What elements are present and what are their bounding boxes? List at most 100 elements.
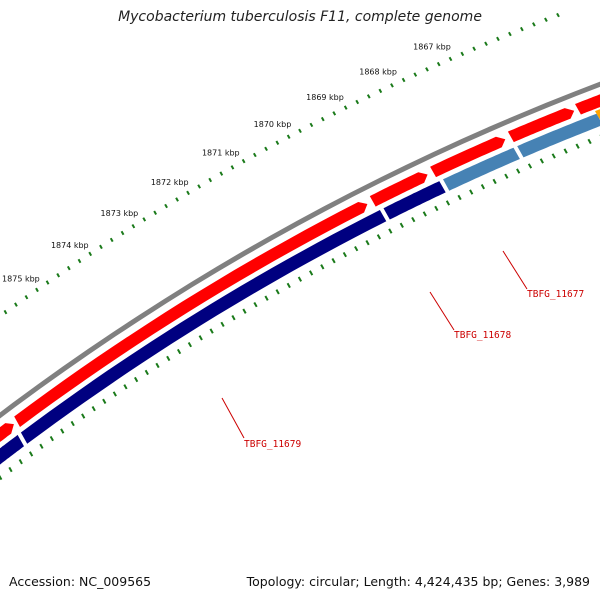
inner-tick <box>492 178 497 185</box>
gene-tracks <box>0 81 600 465</box>
inner-tick <box>29 451 34 457</box>
ruler-tick <box>264 146 268 152</box>
ruler-tick <box>436 61 441 67</box>
inner-tick <box>102 398 107 404</box>
ruler-tick <box>556 12 560 18</box>
kbp-label: 1869 kbp <box>306 93 344 102</box>
ruler-tick <box>66 265 71 271</box>
kbp-label: 1871 kbp <box>202 149 240 158</box>
ruler-tick <box>448 56 453 62</box>
ruler-tick <box>14 302 18 307</box>
ruler-tick <box>3 309 8 315</box>
ruler-tick <box>401 77 406 83</box>
reverse-gene <box>443 147 520 191</box>
inner-tick <box>112 391 117 397</box>
ruler-tick <box>230 165 235 170</box>
ruler-tick <box>208 177 213 183</box>
inner-tick <box>176 348 182 355</box>
map-title: Mycobacterium tuberculosis F11, complete… <box>118 9 482 25</box>
inner-tick <box>411 216 416 223</box>
ruler-tick <box>56 273 61 278</box>
genome-summary-text: Topology: circular; Length: 4,424,435 bp… <box>246 574 590 589</box>
ruler-tick <box>99 244 103 250</box>
inner-tick <box>399 222 404 228</box>
ruler-tick <box>109 237 114 243</box>
inner-tick <box>220 321 225 328</box>
inner-tick <box>81 413 86 419</box>
inner-tick <box>516 168 521 174</box>
kbp-label: 1872 kbp <box>151 178 189 187</box>
accession-text: Accession: NC_009565 <box>9 574 152 589</box>
forward-gene <box>369 172 428 207</box>
ruler-tick <box>88 251 93 257</box>
ruler-tick <box>320 116 325 122</box>
inner-tick <box>342 251 347 258</box>
ruler-tick <box>153 210 158 215</box>
inner-tick <box>253 301 258 308</box>
ruler-tick <box>343 105 348 110</box>
ruler-tick <box>45 280 50 285</box>
inner-tick <box>134 376 139 383</box>
ruler-ticks <box>3 12 560 315</box>
inner-tick <box>155 362 160 369</box>
ruler-tick <box>496 36 500 42</box>
ruler-tick <box>309 122 314 128</box>
inner-tick <box>8 466 13 473</box>
ruler-tick <box>378 88 383 94</box>
inner-tick <box>320 264 325 270</box>
ruler-tick <box>252 152 257 158</box>
gene-label: TBFG_11679 <box>244 439 301 450</box>
reverse-gene <box>0 434 24 465</box>
ruler-labels: 1867 kbp 1868 kbp 1869 kbp 1870 kbp 1871 kbp… <box>2 43 451 284</box>
ruler-tick <box>286 134 291 139</box>
inner-tick <box>504 173 509 179</box>
kbp-label: 1868 kbp <box>359 67 397 76</box>
ruler-tick <box>197 184 201 189</box>
inner-tick <box>242 308 247 314</box>
inner-tick <box>0 474 3 481</box>
gene-label: TBFG_11678 <box>454 330 511 341</box>
ruler-tick <box>275 140 280 145</box>
kbp-label: 1867 kbp <box>413 43 451 52</box>
inner-tick <box>297 276 303 282</box>
inner-tick <box>39 443 44 449</box>
gene-leader-line <box>429 291 455 331</box>
ruler-tick <box>120 230 125 236</box>
ruler-tick <box>390 83 394 88</box>
ruler-tick <box>544 17 548 22</box>
ruler-tick <box>219 171 224 176</box>
inner-tick <box>527 163 533 169</box>
ruler-tick <box>366 94 371 99</box>
inner-tick <box>434 205 439 212</box>
inner-tick <box>123 384 128 390</box>
inner-tick <box>187 341 192 348</box>
inner-tick <box>18 459 23 465</box>
ruler-tick <box>298 128 302 134</box>
inner-tick <box>275 289 280 295</box>
inner-tick <box>70 420 75 427</box>
inner-tick <box>469 189 474 195</box>
kbp-label: 1874 kbp <box>51 241 89 250</box>
ruler-tick <box>35 287 39 293</box>
ruler-tick <box>24 294 29 300</box>
inner-tick <box>286 282 291 289</box>
inner-tick <box>539 158 544 164</box>
ruler-tick <box>175 197 179 202</box>
ruler-tick <box>131 223 136 229</box>
ruler-tick <box>460 51 465 57</box>
inner-tick <box>563 148 568 154</box>
inner-tick <box>49 435 54 442</box>
ruler-tick <box>186 190 190 196</box>
inner-tick <box>376 234 382 240</box>
inner-tick <box>388 228 393 234</box>
inner-tick <box>587 138 592 145</box>
inner-tick <box>354 245 359 252</box>
ruler-tick <box>508 31 512 37</box>
ruler-tick <box>355 99 360 105</box>
kbp-label: 1873 kbp <box>101 209 139 218</box>
inner-tick <box>198 335 203 341</box>
inner-tick <box>166 355 171 362</box>
inner-tick <box>422 211 427 217</box>
inner-ticks <box>0 134 600 481</box>
